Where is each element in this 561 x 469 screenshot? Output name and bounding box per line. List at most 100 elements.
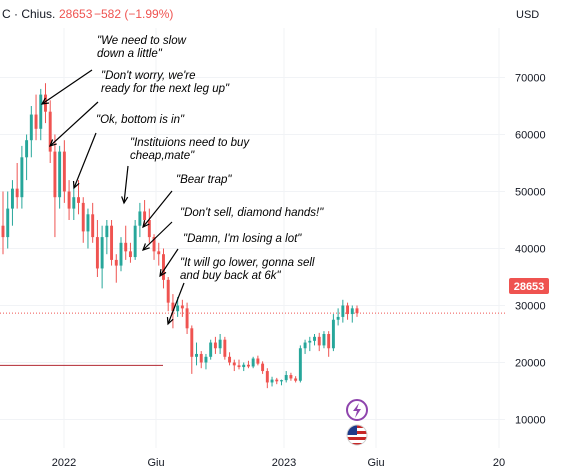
candle-body [355, 308, 359, 314]
candle-body [143, 211, 147, 220]
candle-body [346, 305, 350, 315]
candle-body [29, 114, 33, 141]
annotation-arrow-shaft [159, 248, 179, 277]
candle-body [124, 242, 128, 252]
candle-body [48, 111, 52, 152]
annotation-line: "Damn, I'm losing a lot" [183, 233, 302, 245]
symbol-label[interactable]: C · Chius. [2, 7, 55, 21]
candle-body [280, 380, 283, 382]
candle-body [114, 259, 118, 266]
annotation-arrow-head [142, 243, 150, 251]
candle-body [242, 364, 246, 368]
x-tick-label: 20 [493, 457, 505, 469]
candle-body [100, 237, 104, 269]
chart-grid [0, 28, 505, 448]
candle-body [313, 336, 316, 341]
y-tick-label: 70000 [515, 73, 546, 85]
x-tick-label: Giu [147, 457, 164, 469]
annotation-arrow-shaft [73, 132, 97, 189]
x-tick-label: Giu [367, 457, 384, 469]
candle-body [91, 214, 95, 238]
candle-body [289, 375, 293, 379]
candle-body [209, 342, 213, 357]
candle-body [39, 94, 43, 129]
candle-body [204, 356, 208, 363]
candle-body [298, 348, 302, 381]
candle-body [6, 208, 10, 238]
y-tick-label: 50000 [515, 187, 546, 199]
candle-body [176, 305, 180, 312]
annotation-text: "Damn, I'm losing a lot" [183, 233, 302, 245]
candle-body [58, 151, 62, 198]
annotation-layer: "We need to slow down a little" "Don't wor… [40, 35, 324, 326]
x-tick-label: 2022 [52, 457, 76, 469]
candle-body [128, 251, 132, 258]
price-change: −582 (−1.99%) [94, 7, 173, 21]
candle-body [53, 151, 57, 198]
last-price-value: 28653 [59, 7, 93, 21]
currency-label: USD [516, 9, 539, 21]
candle-body [228, 356, 232, 363]
bolt-badge-icon[interactable] [346, 399, 368, 421]
candle-body [157, 251, 161, 255]
annotation-arrow-head [72, 180, 80, 190]
candle-body [166, 279, 170, 303]
candle-body [77, 197, 80, 203]
annotation-arrow-shaft [123, 165, 129, 204]
annotation-arrow-head [142, 220, 150, 229]
annotation-arrow-shaft [41, 69, 93, 105]
candle-body [350, 308, 354, 315]
candle-body [246, 364, 250, 367]
candle-body [105, 225, 109, 238]
annotation-arrow-head [159, 268, 167, 278]
candle-body [20, 157, 24, 198]
candle-body [237, 365, 241, 368]
candle-body [261, 363, 265, 372]
annotation-line: "Bear trap" [176, 174, 232, 186]
annotation-arrow-head [166, 316, 174, 326]
candle-body [322, 334, 326, 346]
candle-body [195, 353, 198, 357]
annotation-text: "Bear trap" [176, 174, 232, 186]
last-price-tag-label: 28653 [514, 281, 545, 293]
candle-body [232, 362, 236, 366]
annotation-line: down a little" [97, 48, 163, 60]
candle-body [25, 140, 29, 158]
y-tick-label: 20000 [515, 358, 546, 370]
candle-body [284, 375, 288, 381]
candle-body [133, 225, 137, 258]
candle-body [199, 353, 203, 363]
candle-body [171, 302, 175, 312]
candle-body [119, 242, 123, 266]
annotation-arrow-head [121, 196, 129, 205]
candle-body [303, 342, 307, 349]
annotation-arrow-shaft [142, 190, 173, 228]
candle-body [72, 197, 76, 209]
us-flag-icon[interactable] [346, 424, 368, 446]
annotation-text: "Instituions need to buy cheap,mate" [130, 137, 250, 162]
candle-body [15, 188, 19, 198]
annotation-line: "Don't sell, diamond hands!" [180, 207, 324, 219]
candle-body [275, 379, 279, 382]
annotation-arrow-shaft [142, 221, 173, 251]
candle-body [256, 358, 260, 364]
annotation-line: "Instituions need to buy [130, 137, 250, 149]
x-tick-label: 2023 [272, 457, 296, 469]
y-tick-label: 30000 [515, 301, 546, 313]
candle-body [1, 225, 5, 238]
annotation-line: and buy back at 6k" [180, 270, 282, 282]
candle-body [317, 336, 321, 346]
annotation-line: "We need to slow [97, 35, 187, 47]
last-price-tag [509, 278, 549, 294]
candle-body [190, 328, 194, 357]
annotation-text: "It will go lower, gonna sell and buy bac… [180, 257, 315, 282]
candle-body [86, 214, 90, 232]
candle-body [67, 191, 71, 209]
candle-body [110, 225, 114, 260]
y-tick-label: 10000 [515, 415, 546, 427]
time-axis[interactable]: 2022 Giu 2023 Giu 20 [52, 457, 505, 469]
price-axis[interactable]: 10000 20000 30000 40000 50000 60000 70000 [515, 73, 546, 427]
candle-body [336, 316, 340, 320]
annotation-text: "Ok, bottom is in" [96, 114, 185, 126]
